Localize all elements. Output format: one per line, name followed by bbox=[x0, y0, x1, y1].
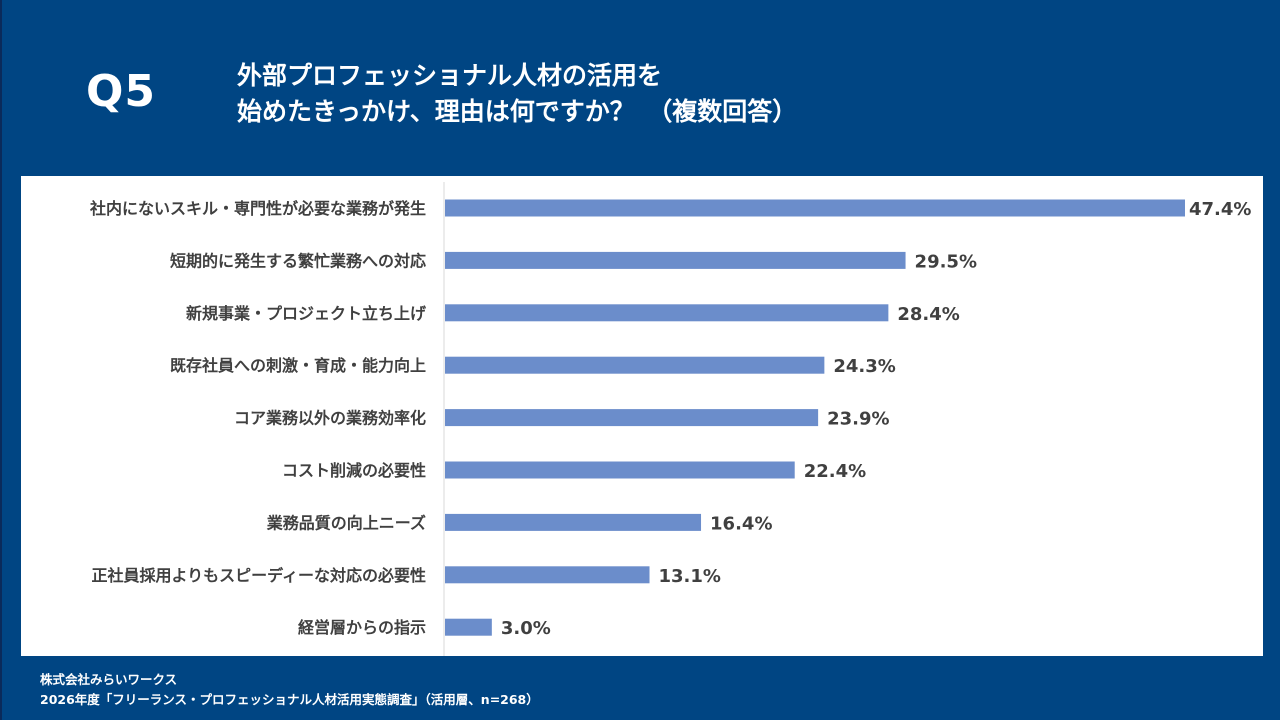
bar bbox=[445, 251, 906, 269]
category-label: 正社員採用よりもスピーディーな対応の必要性 bbox=[91, 566, 426, 585]
data-label: 28.4% bbox=[897, 304, 959, 325]
bar bbox=[445, 356, 825, 374]
data-label: 3.0% bbox=[501, 618, 551, 639]
category-label: 既存社員への刺激・育成・能力向上 bbox=[170, 356, 426, 375]
data-label: 23.9% bbox=[827, 409, 889, 430]
data-label: 29.5% bbox=[915, 251, 977, 272]
bar bbox=[445, 199, 1185, 217]
question-number: Q5 bbox=[86, 66, 157, 117]
category-label: コア業務以外の業務効率化 bbox=[234, 409, 426, 428]
data-label: 16.4% bbox=[710, 513, 772, 534]
category-label: 社内にないスキル・専門性が必要な業務が発生 bbox=[89, 199, 426, 218]
category-label: コスト削減の必要性 bbox=[282, 461, 426, 480]
title-line-2: 始めたきっかけ、理由は何ですか？ （複数回答） bbox=[237, 97, 798, 126]
bar bbox=[445, 304, 889, 322]
survey-source: 2026年度「フリーランス・プロフェッショナル人材活用実態調査」（活用層、n=2… bbox=[40, 692, 539, 707]
category-label: 短期的に発生する繁忙業務への対応 bbox=[170, 251, 426, 270]
bar bbox=[445, 409, 819, 427]
data-label: 24.3% bbox=[833, 356, 895, 377]
footer: 株式会社みらいワークス 2026年度「フリーランス・プロフェッショナル人材活用実… bbox=[40, 670, 539, 710]
data-label: 22.4% bbox=[804, 461, 866, 482]
data-label: 13.1% bbox=[659, 566, 721, 587]
bar bbox=[445, 513, 702, 531]
data-label: 47.4% bbox=[1189, 199, 1251, 220]
category-label: 経営層からの指示 bbox=[298, 618, 426, 637]
company-name: 株式会社みらいワークス bbox=[40, 672, 178, 687]
page-title: 外部プロフェッショナル人材の活用を 始めたきっかけ、理由は何ですか？ （複数回答… bbox=[237, 58, 797, 130]
bar bbox=[445, 461, 795, 479]
chart-panel: 社内にないスキル・専門性が必要な業務が発生 47.4% 短期的に発生する繁忙業務への… bbox=[21, 176, 1263, 656]
bar bbox=[445, 618, 492, 636]
title-line-1: 外部プロフェッショナル人材の活用を bbox=[237, 61, 663, 90]
bar bbox=[445, 566, 650, 584]
category-label: 新規事業・プロジェクト立ち上げ bbox=[186, 304, 427, 323]
category-label: 業務品質の向上ニーズ bbox=[266, 513, 426, 532]
bar-chart: 社内にないスキル・専門性が必要な業務が発生 47.4% 短期的に発生する繁忙業務への… bbox=[89, 182, 1251, 656]
